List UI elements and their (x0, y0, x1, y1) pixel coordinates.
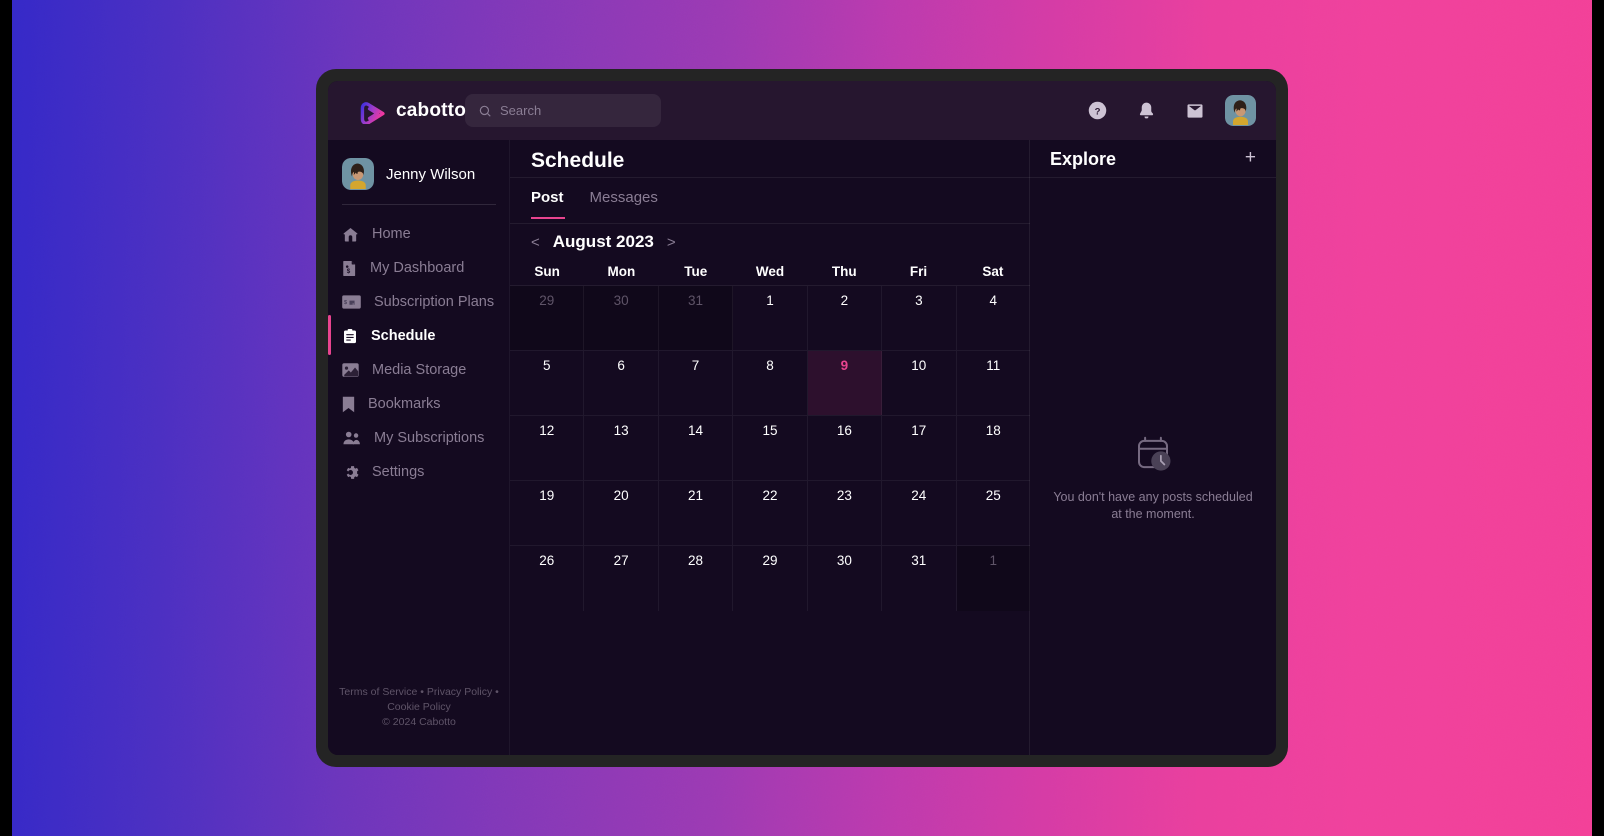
svg-text:$: $ (347, 268, 351, 275)
svg-text:?: ? (1095, 106, 1101, 117)
svg-text:$: $ (344, 300, 347, 306)
